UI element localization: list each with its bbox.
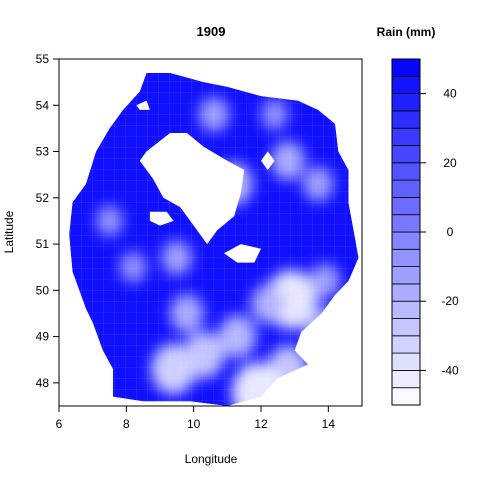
legend-color-band [391,318,421,337]
x-axis: 6 8 10 12 14 [56,406,336,431]
legend-color-band [391,283,421,302]
legend-color-band [391,248,421,268]
y-tick-label: 53 [36,145,50,159]
x-tick-label: 6 [56,417,63,431]
legend-color-band [391,127,421,146]
interpolation-grid [59,59,362,406]
y-tick-label: 52 [36,191,50,205]
legend-color-band [391,75,421,95]
color-legend: -40 -20 0 20 40 [391,58,459,406]
legend-color-band [391,93,421,112]
legend-color-band [391,145,421,164]
legend-color-band [391,196,421,216]
x-axis-label: Longitude [185,452,238,466]
legend-color-band [391,231,421,250]
legend-tick-label: -40 [441,363,459,377]
legend-color-band [391,387,421,406]
x-tick-label: 8 [123,417,130,431]
legend-tick-label: 40 [443,87,457,101]
legend-tick-label: -20 [441,294,459,308]
legend-tick-label: 0 [447,225,454,239]
legend-title: Rain (mm) [377,25,436,39]
legend-color-band [391,58,421,77]
x-tick-label: 12 [254,417,268,431]
y-axis: 48 49 50 51 52 53 54 55 [36,52,59,390]
y-tick-label: 51 [36,237,50,251]
legend-color-band [391,352,421,371]
legend-color-band [391,110,421,129]
y-tick-label: 49 [36,330,50,344]
legend-color-band [391,162,421,181]
legend-tick-label: 20 [443,156,457,170]
x-tick-label: 14 [322,417,336,431]
legend-color-band [391,335,421,354]
plot-frame [58,58,363,407]
legend-color-band [391,266,421,285]
legend-color-band [391,179,421,198]
legend-color-band [391,214,421,233]
legend-color-band [391,369,421,389]
y-tick-label: 50 [36,283,50,297]
y-tick-label: 54 [36,98,50,112]
y-tick-label: 48 [36,376,50,390]
y-axis-label: Latitude [2,210,16,253]
legend-color-band [391,300,421,319]
chart-title: 1909 [197,24,226,39]
map-layer [59,59,362,406]
x-tick-label: 10 [187,417,201,431]
y-tick-label: 55 [36,52,50,66]
